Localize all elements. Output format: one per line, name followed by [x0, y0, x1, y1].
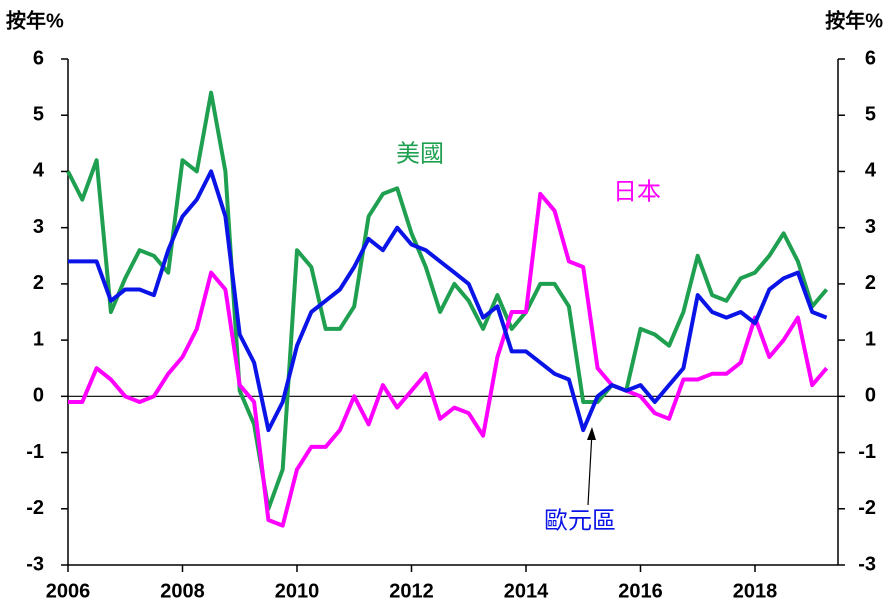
y-tick-label: -2: [26, 497, 44, 519]
x-tick-label: 2014: [504, 580, 549, 602]
y-tick-label: 0: [33, 385, 44, 407]
y2-tick-label: 6: [865, 47, 876, 69]
annotation-arrow: [587, 431, 593, 506]
y2-tick-label: 2: [865, 272, 876, 294]
y2-tick-label: 0: [865, 385, 876, 407]
y2-axis-label: 按年%: [825, 8, 883, 32]
y-tick-label: -3: [26, 553, 44, 575]
y2-tick-label: -2: [858, 497, 876, 519]
series-line: [68, 191, 829, 528]
y-tick-label: -1: [26, 441, 44, 463]
x-tick-label: 2008: [160, 580, 205, 602]
y-tick-label: 5: [33, 104, 44, 126]
x-tick-label: 2012: [389, 580, 434, 602]
y-tick-label: 6: [33, 47, 44, 69]
x-tick-label: 2010: [275, 580, 320, 602]
y2-tick-label: 3: [865, 216, 876, 238]
x-tick-label: 2006: [46, 580, 91, 602]
y2-tick-label: -3: [858, 553, 876, 575]
y-tick-label: 4: [33, 160, 45, 182]
series-line: [66, 90, 829, 511]
series-line: [68, 169, 828, 433]
x-tick-label: 2018: [733, 580, 778, 602]
y-tick-label: 3: [33, 216, 44, 238]
x-tick-label: 2016: [618, 580, 663, 602]
y-tick-label: 1: [33, 328, 44, 350]
y2-tick-label: 4: [865, 160, 877, 182]
series-annotation: 歐元區: [544, 507, 616, 534]
y2-tick-label: 5: [865, 104, 876, 126]
series-annotation: 美國: [396, 140, 444, 167]
y2-tick-label: -1: [858, 441, 876, 463]
series-annotation: 日本: [613, 178, 661, 205]
y-tick-label: 2: [33, 272, 44, 294]
y2-tick-label: 1: [865, 328, 876, 350]
arrow-head: [587, 427, 596, 440]
y-axis-label: 按年%: [6, 8, 64, 32]
